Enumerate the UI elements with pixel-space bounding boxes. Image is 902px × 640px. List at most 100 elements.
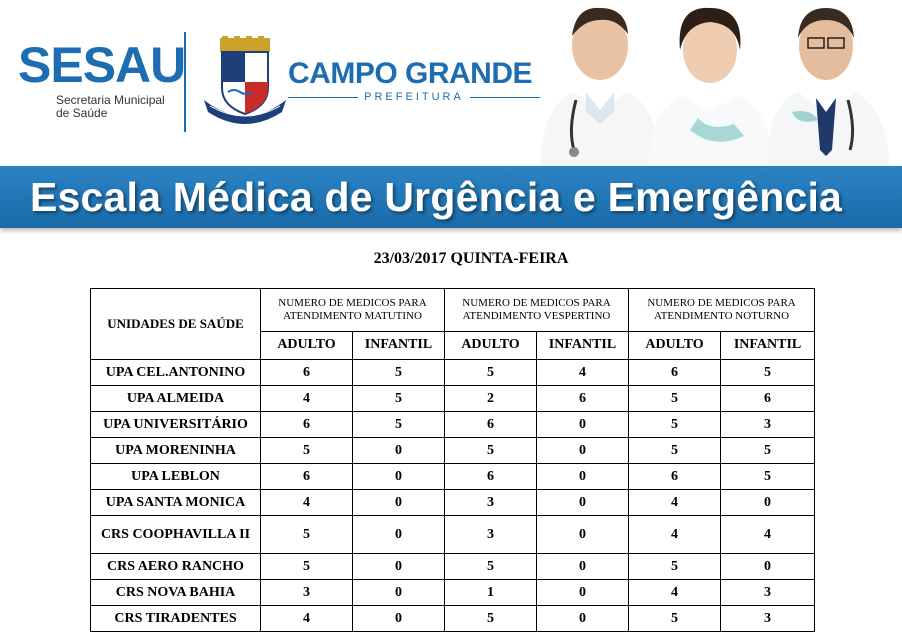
doctor-count: 5 xyxy=(444,437,537,464)
doctor-count: 0 xyxy=(352,553,445,580)
doctor-count: 5 xyxy=(720,463,816,490)
doctor-count: 5 xyxy=(628,411,722,438)
doctor-count: 5 xyxy=(444,553,537,580)
doctor-count: 5 xyxy=(352,359,445,386)
doctor-count: 5 xyxy=(444,359,537,386)
doctor-count: 0 xyxy=(352,579,445,606)
doctor-count: 4 xyxy=(720,515,816,554)
doctor-count: 3 xyxy=(720,605,816,632)
page-header: SESAU Secretaria Municipal de Saúde CAMP… xyxy=(0,0,902,240)
doctor-count: 5 xyxy=(628,437,722,464)
subheader-adult: ADULTO xyxy=(628,330,722,361)
banner-title: Escala Médica de Urgência e Emergência xyxy=(30,174,843,220)
doctor-count: 0 xyxy=(720,489,816,516)
table-row: CRS NOVA BAHIA 3 0 1 0 4 3 xyxy=(90,579,816,606)
doctor-count: 0 xyxy=(535,605,630,632)
doctor-count: 5 xyxy=(628,605,722,632)
doctor-count: 0 xyxy=(535,553,630,580)
doctor-count: 1 xyxy=(444,579,537,606)
doctor-count: 6 xyxy=(260,411,353,438)
table-row: UPA CEL.ANTONINO 6 5 5 4 6 5 xyxy=(90,359,816,386)
doctor-count: 2 xyxy=(444,385,537,412)
doctor-count: 4 xyxy=(535,359,630,386)
logo-divider xyxy=(184,32,186,132)
unit-column-header: UNIDADES DE SAÚDE xyxy=(90,288,261,360)
sesau-logo: SESAU xyxy=(18,37,186,93)
doctor-count: 5 xyxy=(352,385,445,412)
period-header-afternoon: NUMERO DE MEDICOS PARA ATENDIMENTO VESPE… xyxy=(443,288,630,332)
doctor-count: 6 xyxy=(628,359,722,386)
doctor-count: 0 xyxy=(352,605,445,632)
unit-name: CRS COOPHAVILLA II xyxy=(90,515,261,554)
unit-name: CRS NOVA BAHIA xyxy=(90,579,261,606)
table-row: UPA LEBLON 6 0 6 0 6 5 xyxy=(90,463,816,490)
unit-name: UPA SANTA MONICA xyxy=(90,489,261,516)
unit-name: CRS TIRADENTES xyxy=(90,605,261,632)
doctor-count: 6 xyxy=(260,359,353,386)
doctor-count: 4 xyxy=(260,385,353,412)
table-row: UPA UNIVERSITÁRIO 6 5 6 0 5 3 xyxy=(90,411,816,438)
doctor-count: 5 xyxy=(720,359,816,386)
doctor-count: 5 xyxy=(628,553,722,580)
doctor-count: 6 xyxy=(720,385,816,412)
doctor-count: 4 xyxy=(260,605,353,632)
doctor-count: 5 xyxy=(260,515,353,554)
doctor-count: 5 xyxy=(260,437,353,464)
subheader-child: INFANTIL xyxy=(535,330,630,361)
doctor-count: 4 xyxy=(260,489,353,516)
subheader-adult: ADULTO xyxy=(260,330,353,361)
unit-name: UPA LEBLON xyxy=(90,463,261,490)
unit-name: UPA MORENINHA xyxy=(90,437,261,464)
doctor-count: 0 xyxy=(535,579,630,606)
period-header-morning: NUMERO DE MEDICOS PARA ATENDIMENTO MATUT… xyxy=(260,288,445,332)
city-title: CAMPO GRANDE xyxy=(288,57,533,90)
doctor-count: 3 xyxy=(720,411,816,438)
doctor-count: 0 xyxy=(535,463,630,490)
subheader-child: INFANTIL xyxy=(720,330,816,361)
table-header-row: UNIDADES DE SAÚDE NUMERO DE MEDICOS PARA… xyxy=(90,288,816,360)
doctor-count: 5 xyxy=(628,385,722,412)
doctor-count: 0 xyxy=(535,437,630,464)
doctor-count: 3 xyxy=(444,515,537,554)
doctor-count: 5 xyxy=(352,411,445,438)
doctor-count: 0 xyxy=(535,489,630,516)
doctor-count: 3 xyxy=(260,579,353,606)
city-subtitle: PREFEITURA xyxy=(288,91,540,103)
sesau-subtitle-line1: Secretaria Municipal xyxy=(56,93,165,107)
doctor-count: 0 xyxy=(535,411,630,438)
table-row: UPA ALMEIDA 4 5 2 6 5 6 xyxy=(90,385,816,412)
doctor-count: 0 xyxy=(535,515,630,554)
doctor-count: 3 xyxy=(720,579,816,606)
unit-name: UPA CEL.ANTONINO xyxy=(90,359,261,386)
doctor-count: 0 xyxy=(352,489,445,516)
table-subheader-row: ADULTO INFANTIL ADULTO INFANTIL ADULTO I… xyxy=(91,330,816,361)
table-row: UPA MORENINHA 5 0 5 0 5 5 xyxy=(90,437,816,464)
schedule-date: 23/03/2017 QUINTA-FEIRA xyxy=(373,250,569,267)
subheader-child: INFANTIL xyxy=(352,330,445,361)
doctor-count: 4 xyxy=(628,515,722,554)
doctor-count: 0 xyxy=(352,437,445,464)
doctor-count: 0 xyxy=(720,553,816,580)
unit-name: UPA UNIVERSITÁRIO xyxy=(90,411,261,438)
unit-name: CRS AERO RANCHO xyxy=(90,553,261,580)
table-row: CRS AERO RANCHO 5 0 5 0 5 0 xyxy=(90,553,816,580)
doctor-count: 3 xyxy=(444,489,537,516)
table-row: CRS TIRADENTES 4 0 5 0 5 3 xyxy=(90,605,816,632)
doctor-count: 5 xyxy=(720,437,816,464)
table-row: UPA SANTA MONICA 4 0 3 0 4 0 xyxy=(90,489,816,516)
unit-name: UPA ALMEIDA xyxy=(90,385,261,412)
doctor-count: 6 xyxy=(444,411,537,438)
sesau-subtitle: Secretaria Municipal de Saúde xyxy=(56,94,186,120)
subheader-adult: ADULTO xyxy=(444,330,537,361)
doctor-count: 6 xyxy=(444,463,537,490)
doctor-count: 6 xyxy=(260,463,353,490)
sesau-subtitle-line2: de Saúde xyxy=(56,106,108,120)
period-header-night: NUMERO DE MEDICOS PARA ATENDIMENTO NOTUR… xyxy=(628,288,816,332)
doctor-count: 4 xyxy=(628,489,722,516)
doctors-photo-icon xyxy=(540,7,890,168)
doctor-count: 4 xyxy=(628,579,722,606)
doctor-count: 6 xyxy=(628,463,722,490)
doctor-count: 5 xyxy=(260,553,353,580)
title-banner xyxy=(0,166,902,228)
doctor-count: 0 xyxy=(352,463,445,490)
